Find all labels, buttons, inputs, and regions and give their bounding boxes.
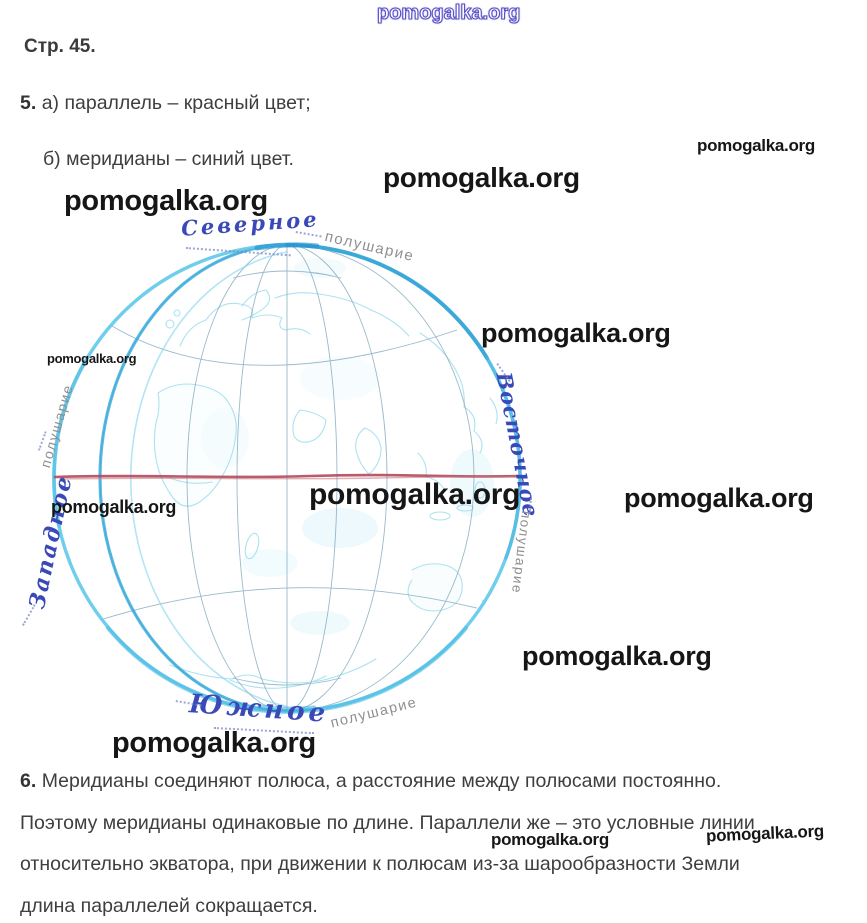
- answer6-line-1-text: Меридианы соединяют полюса, а расстояние…: [41, 770, 722, 792]
- watermark: pomogalka.org: [491, 830, 609, 849]
- answer5-number: 5.: [20, 92, 37, 114]
- answer6-line-3: относительно экватора, при движении к по…: [20, 853, 740, 875]
- answer5-part-a-text: а) параллель – красный цвет;: [41, 92, 311, 114]
- watermark: pomogalka.org: [64, 185, 268, 217]
- answer6-number: 6.: [20, 770, 37, 792]
- watermark-top-outline: pomogalka.org: [376, 1, 521, 24]
- equator-line: [53, 473, 521, 480]
- answer6-line-2: Поэтому меридианы одинаковые по длине. П…: [20, 812, 755, 834]
- watermark: pomogalka.org: [112, 727, 316, 759]
- watermark: pomogalka.org: [47, 351, 137, 366]
- answer6-line-4: длина параллелей сокращается.: [20, 895, 318, 917]
- globe-drawing: [52, 242, 522, 714]
- watermark: pomogalka.org: [309, 478, 521, 511]
- ocean-shading: [201, 258, 494, 635]
- watermark: pomogalka.org: [51, 497, 177, 517]
- traced-outer-circle: [52, 242, 522, 714]
- answer5-part-a: 5. а) параллель – красный цвет;: [20, 92, 311, 115]
- answer6-line-1: 6. Меридианы соединяют полюса, а расстоя…: [20, 770, 721, 793]
- answer5-part-b: б) меридианы – синий цвет.: [43, 148, 294, 171]
- answer5-part-b-text: б) меридианы – синий цвет.: [43, 148, 294, 170]
- watermark: pomogalka.org: [481, 318, 671, 348]
- watermark: pomogalka.org: [383, 162, 580, 193]
- watermark: pomogalka.org: [697, 136, 815, 155]
- watermark: pomogalka.org: [522, 641, 712, 671]
- watermark: pomogalka.org: [624, 483, 814, 513]
- page-heading: Стр. 45.: [24, 36, 96, 57]
